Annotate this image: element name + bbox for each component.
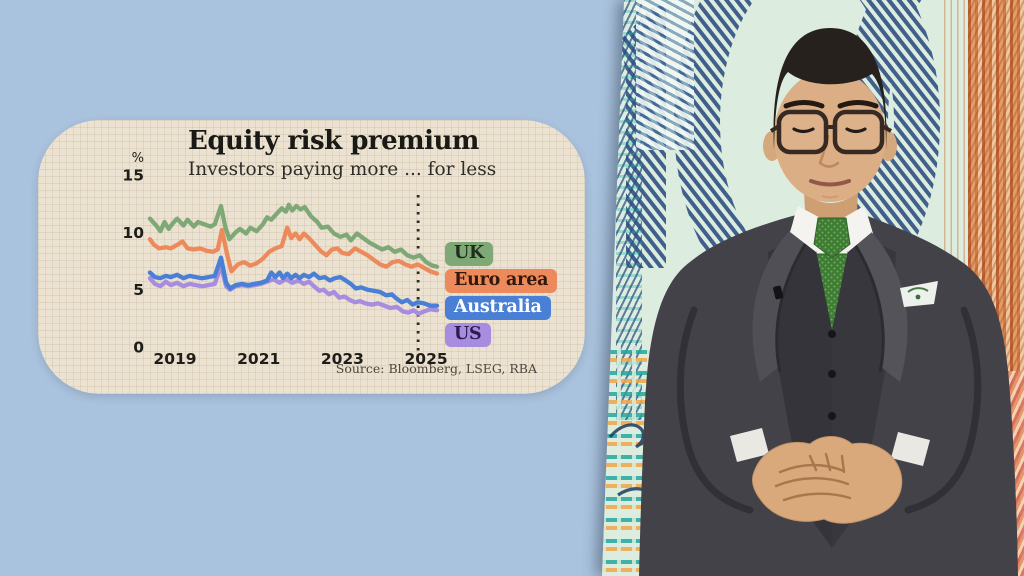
chart-plot: 0 5 10 15 2019 2021 2023 2025 (122, 167, 448, 369)
x-tick-2019: 2019 (153, 350, 196, 368)
chart-title: Equity risk premium (188, 126, 479, 156)
legend-pill-us: US (445, 323, 491, 347)
mouth (809, 179, 851, 187)
x-tick-2023: 2023 (321, 350, 364, 368)
chart-subtitle: Investors paying more ... for less (188, 159, 497, 180)
presenter-hands (730, 428, 930, 524)
y-tick-5: 5 (133, 281, 144, 299)
series-line-euro-area (147, 225, 440, 276)
x-tick-2021: 2021 (237, 350, 280, 368)
glasses (769, 109, 892, 155)
y-tick-15: 15 (122, 167, 144, 185)
hair (773, 28, 887, 150)
series-line-australia (147, 255, 440, 308)
chart-card: 0 5 10 15 2019 2021 2023 2025 Equity risk premi… (38, 120, 585, 394)
chart-source: Source: Bloomberg, LSEG, RBA (335, 361, 537, 376)
lavalier-mic (773, 285, 784, 300)
x-tick-2025: 2025 (405, 350, 448, 368)
y-axis-unit: % (131, 151, 144, 166)
legend-pill-euro-area: Euro area (445, 269, 558, 293)
banknote-corner-art (636, 0, 694, 150)
pocket-square (900, 281, 938, 307)
tie-knot (813, 217, 851, 259)
legend-pill-australia: Australia (445, 296, 551, 320)
presenter-head (763, 28, 897, 259)
y-tick-10: 10 (122, 224, 144, 242)
series-line-uk (147, 202, 440, 269)
presenter (639, 28, 1018, 576)
chart-legend: UK Euro area Australia US (445, 242, 558, 350)
legend-pill-uk: UK (445, 242, 494, 266)
series-line-us (147, 263, 440, 316)
y-tick-0: 0 (133, 339, 144, 357)
